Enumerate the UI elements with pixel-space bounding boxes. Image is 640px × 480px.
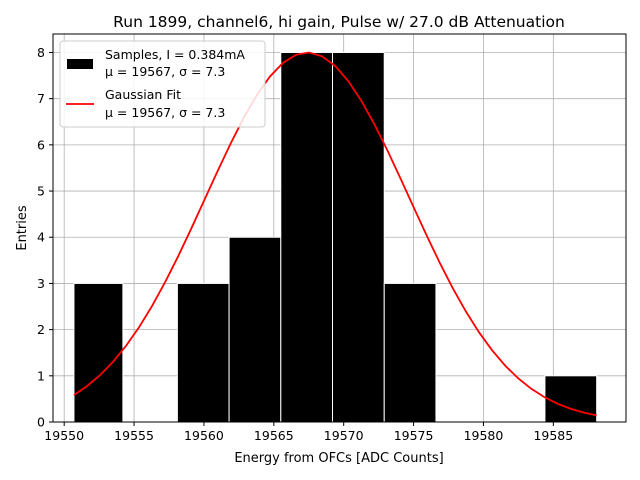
y-tick-label: 3 <box>37 276 45 291</box>
legend-fit-stats: μ = 19567, σ = 7.3 <box>105 105 225 120</box>
histogram-bar <box>73 282 124 423</box>
legend-samples-label: Samples, I = 0.384mA <box>105 47 245 62</box>
x-axis-label: Energy from OFCs [ADC Counts] <box>234 451 443 466</box>
legend: Samples, I = 0.384mA μ = 19567, σ = 7.3 … <box>59 40 266 128</box>
histogram-bars <box>73 51 598 423</box>
x-tick-label: 19575 <box>394 428 434 443</box>
x-tick-label: 19560 <box>184 428 224 443</box>
histogram-bar <box>544 375 598 423</box>
y-tick-label: 7 <box>37 91 45 106</box>
x-tick-label: 19550 <box>44 428 84 443</box>
histogram-bar <box>176 282 230 423</box>
x-tick-label: 19555 <box>114 428 154 443</box>
legend-samples-swatch <box>67 59 93 69</box>
y-tick-label: 6 <box>37 137 45 152</box>
plot-frame <box>52 33 627 423</box>
x-tick-label: 19570 <box>324 428 364 443</box>
gaussian-fit <box>73 51 597 417</box>
x-tick-label: 19580 <box>464 428 504 443</box>
x-tick-label: 19585 <box>533 428 573 443</box>
y-tick-label: 8 <box>37 45 45 60</box>
histogram-bar <box>332 51 385 423</box>
y-axis-label: Entries <box>15 205 30 251</box>
histogram-bar <box>280 51 334 423</box>
histogram-bar <box>228 236 282 423</box>
histogram-bar <box>383 282 437 423</box>
axis-ticks: 19550 19555 19560 19565 19570 19575 19580 19585… <box>37 45 573 443</box>
legend-box <box>59 40 266 128</box>
fit-curve <box>73 51 597 417</box>
y-tick-label: 1 <box>37 368 45 383</box>
y-tick-label: 2 <box>37 322 45 337</box>
legend-fit-label: Gaussian Fit <box>105 87 181 102</box>
y-tick-label: 4 <box>37 230 45 245</box>
y-tick-label: 5 <box>37 184 45 199</box>
x-tick-label: 19565 <box>254 428 294 443</box>
chart-title: Run 1899, channel6, hi gain, Pulse w/ 27… <box>113 13 565 31</box>
legend-samples-stats: μ = 19567, σ = 7.3 <box>105 64 225 79</box>
y-tick-label: 0 <box>37 415 45 430</box>
